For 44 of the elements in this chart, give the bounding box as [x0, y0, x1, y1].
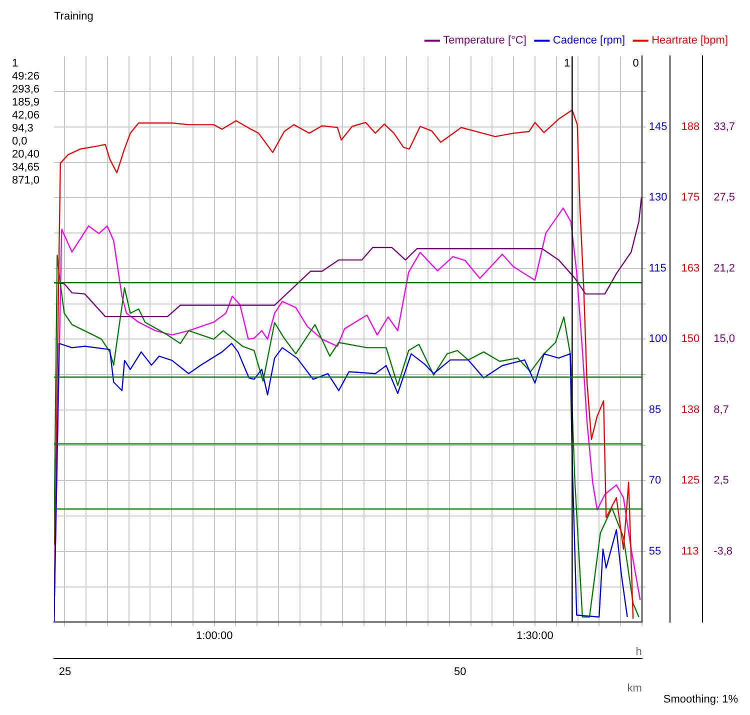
text: 0,0 — [12, 136, 28, 148]
x-axis-title: h — [636, 646, 642, 658]
y3-tick-label: 33,7 — [714, 120, 736, 133]
y2-tick-label: 125 — [681, 474, 700, 487]
y2-tick-label: 150 — [681, 333, 700, 346]
y3-tick-label: 2,5 — [714, 474, 729, 487]
y2-tick-label: 175 — [681, 192, 700, 204]
chart-title: Training — [54, 10, 94, 23]
y-tick-label: 100 — [648, 333, 668, 346]
text: 185,9 — [12, 96, 40, 109]
y2-tick-label: 113 — [681, 545, 699, 558]
y-tick-label: 130 — [648, 192, 668, 204]
y2-tick-label: 188 — [681, 120, 700, 133]
y-tick-label: 145 — [648, 120, 668, 133]
text: 1 — [12, 58, 18, 70]
y3-tick-label: 27,5 — [714, 192, 736, 204]
x-tick-label: 1:00:00 — [196, 630, 233, 642]
text: 94,3 — [12, 122, 34, 135]
annotation: 1 — [564, 58, 570, 70]
text: 871,0 — [12, 174, 40, 187]
legend-label: Heartrate [bpm] — [652, 34, 728, 47]
text: 49:26 — [12, 70, 40, 83]
legend-label: Temperature [°C] — [443, 34, 526, 47]
text: 20,40 — [12, 148, 40, 161]
text: 42,06 — [12, 110, 40, 122]
y-tick-label: 115 — [648, 262, 666, 274]
y2-tick-label: 163 — [681, 262, 700, 274]
y3-tick-label: -3,8 — [714, 545, 733, 558]
y3-tick-label: 15,0 — [714, 333, 736, 346]
text: 34,65 — [12, 162, 40, 174]
x2-tick-label: 50 — [454, 666, 466, 678]
text: Smoothing: 1% — [663, 694, 738, 706]
y-tick-label: 55 — [648, 545, 662, 558]
legend-label: Cadence [rpm] — [552, 34, 626, 47]
x-tick-label: 1:30:00 — [516, 630, 554, 642]
y2-tick-label: 138 — [681, 404, 700, 416]
text: 293,6 — [12, 84, 40, 96]
x2-axis-title: km — [627, 682, 642, 694]
y3-tick-label: 8,7 — [714, 404, 729, 416]
y-tick-label: 85 — [648, 404, 662, 416]
annotation: 0 — [632, 58, 639, 70]
y-tick-label: 70 — [648, 474, 662, 487]
x2-tick-label: 25 — [58, 666, 72, 678]
y3-tick-label: 21,2 — [714, 262, 736, 274]
